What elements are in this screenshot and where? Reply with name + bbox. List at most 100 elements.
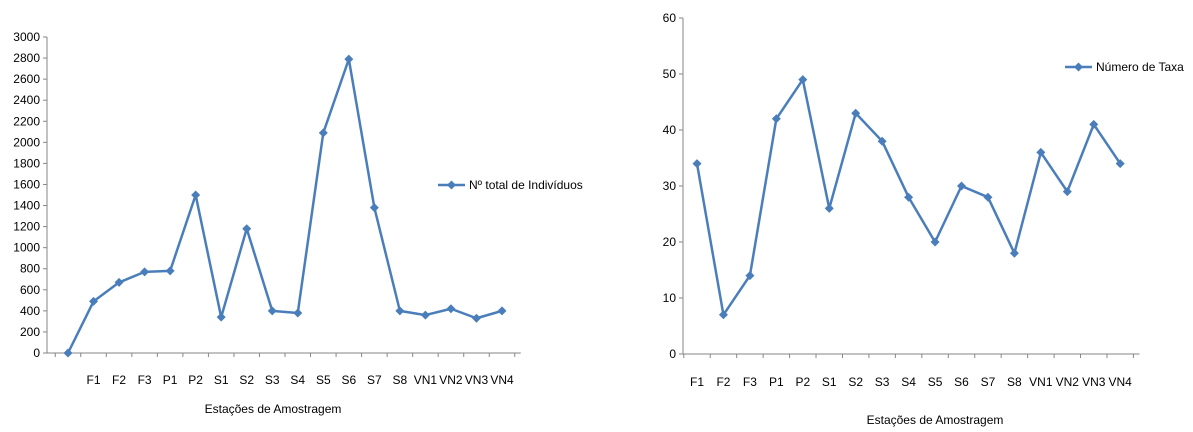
chart1-y-tick-label: 1000 (13, 241, 40, 255)
chart1-y-tick-label: 2200 (13, 114, 40, 128)
chart1-x-tick-label: VN1 (414, 373, 438, 387)
chart1-x-tick-label: S6 (341, 373, 356, 387)
chart2-data-point (745, 271, 755, 281)
chart2-x-tick-label: VN4 (1109, 375, 1133, 389)
chart1-data-point (318, 128, 328, 138)
chart1-data-point (497, 306, 507, 316)
chart1-x-tick-label: F1 (87, 373, 101, 387)
chart2-x-tick-label: S6 (954, 375, 969, 389)
chart1-data-point (267, 306, 277, 316)
chart1-x-tick-label: P2 (188, 373, 203, 387)
chart2-data-point (798, 75, 808, 85)
chart2-x-tick-label: VN3 (1082, 375, 1106, 389)
chart2-y-tick-label: 30 (663, 179, 677, 193)
chart2-x-tick-label: S4 (901, 375, 916, 389)
chart2-x-tick-label: F3 (743, 375, 757, 389)
chart2-x-tick-label: S2 (848, 375, 863, 389)
chart1-y-tick-label: 2600 (13, 72, 40, 86)
chart2-x-tick-label: S7 (981, 375, 996, 389)
chart1-x-tick-label: VN3 (465, 373, 489, 387)
chart2-data-point (824, 203, 834, 213)
chart1-data-point (191, 190, 201, 200)
chart1-data-point (242, 224, 252, 234)
chart1-data-point (420, 310, 430, 320)
chart1-data-point (446, 304, 456, 314)
chart1-y-tick-label: 600 (20, 283, 40, 297)
chart2-data-point (692, 159, 702, 169)
chart2-data-point (771, 114, 781, 124)
chart1-data-point (471, 313, 481, 323)
chart2-x-tick-label: S3 (875, 375, 890, 389)
chart1-data-point (63, 348, 73, 358)
chart2-y-tick-label: 60 (663, 11, 677, 25)
chart2-data-point (718, 310, 728, 320)
chart2-x-tick-label: P2 (795, 375, 810, 389)
chart2-x-tick-label: F2 (716, 375, 730, 389)
chart2-x-tick-label: S8 (1007, 375, 1022, 389)
chart1-x-tick-label: S3 (265, 373, 280, 387)
chart1-data-point (344, 54, 354, 64)
chart1-x-tick-label: VN2 (439, 373, 463, 387)
chart2-x-tick-label: S5 (928, 375, 943, 389)
chart2-legend-marker (1074, 62, 1083, 72)
chart1-x-tick-label: VN4 (490, 373, 514, 387)
chart1-y-tick-label: 2800 (13, 51, 40, 65)
chart1-y-tick-label: 3000 (13, 30, 40, 44)
chart1-y-tick-label: 1400 (13, 199, 40, 213)
chart1-x-tick-label: S4 (290, 373, 305, 387)
chart1-x-tick-label: P1 (163, 373, 178, 387)
chart1-y-tick-label: 2400 (13, 93, 40, 107)
chart2-x-tick-label: VN1 (1029, 375, 1053, 389)
chart1-x-tick-label: S7 (367, 373, 382, 387)
chart1-y-tick-label: 1200 (13, 220, 40, 234)
chart2-data-point (877, 136, 887, 146)
chart2-y-tick-label: 40 (663, 123, 677, 137)
chart1-y-tick-label: 2000 (13, 135, 40, 149)
chart2-y-tick-label: 50 (663, 67, 677, 81)
chart2-y-tick-label: 0 (669, 347, 676, 361)
chart1-data-point (89, 296, 99, 306)
chart2-data-point (1115, 159, 1125, 169)
chart1-y-tick-label: 0 (33, 346, 40, 360)
chart1-data-point (165, 266, 175, 276)
chart1-data-point (114, 277, 124, 287)
chart1-y-tick-label: 800 (20, 262, 40, 276)
chart2-data-point (1089, 119, 1099, 129)
chart2-y-tick-label: 20 (663, 235, 677, 249)
chart2-x-tick-label: VN2 (1056, 375, 1080, 389)
chart2-x-tick-label: S1 (822, 375, 837, 389)
chart1-x-tick-label: F2 (112, 373, 126, 387)
chart2-x-tick-label: F1 (690, 375, 704, 389)
chart2-data-point (930, 237, 940, 247)
chart2-legend-label: Número de Taxa (1096, 60, 1184, 74)
chart1-x-tick-label: S5 (316, 373, 331, 387)
chart1-y-tick-label: 1800 (13, 156, 40, 170)
chart2-x-axis-title: Estações de Amostragem (867, 413, 1004, 427)
chart1-x-tick-label: S1 (214, 373, 229, 387)
chart1-y-tick-label: 1600 (13, 177, 40, 191)
chart1-data-point (395, 306, 405, 316)
chart2-data-point (983, 192, 993, 202)
chart2-data-point (851, 108, 861, 118)
chart1-x-tick-label: S8 (393, 373, 408, 387)
chart1-legend-label: Nº total de Indivíduos (469, 178, 583, 192)
chart1-legend-marker (447, 180, 456, 190)
chart2-data-point (1062, 187, 1072, 197)
chart1-x-tick-label: F3 (138, 373, 152, 387)
chart1-data-point (293, 308, 303, 318)
chart2-data-point (904, 192, 914, 202)
chart1-x-axis-title: Estações de Amostragem (205, 402, 342, 416)
chart1-y-tick-label: 200 (20, 325, 40, 339)
chart2-data-point (957, 181, 966, 191)
chart1-data-point (369, 203, 379, 213)
chart1-series-line (66, 57, 503, 354)
chart2-data-point (1009, 248, 1019, 258)
chart1-data-point (140, 267, 150, 277)
chart1-x-tick-label: S2 (239, 373, 254, 387)
chart2-x-tick-label: P1 (769, 375, 784, 389)
chart2-data-point (1036, 147, 1046, 157)
chart2-y-tick-label: 10 (663, 291, 677, 305)
chart1-y-tick-label: 400 (20, 304, 40, 318)
